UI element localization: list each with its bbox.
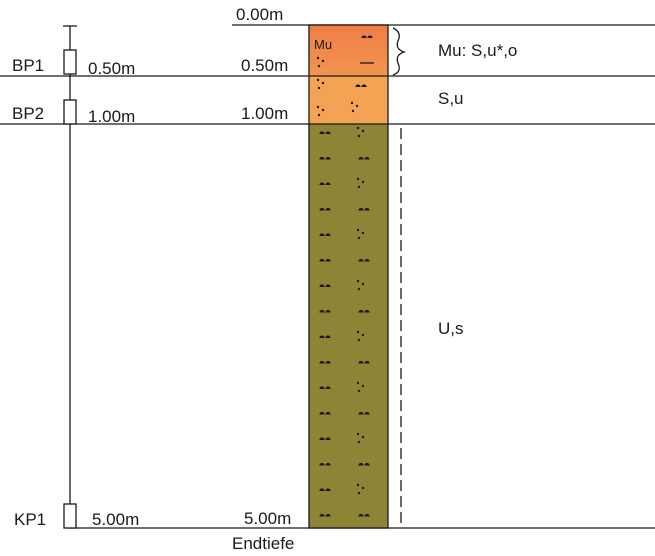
grain-symbol xyxy=(358,207,370,211)
sample-marker-bp2 xyxy=(63,99,77,125)
depth-label-050: 0.50m xyxy=(241,56,288,75)
silt-symbol xyxy=(316,78,325,90)
sampling-rod xyxy=(63,25,77,529)
depth-label-bottom: 5.00m xyxy=(244,509,291,528)
sample-depth-kp1: 5.00m xyxy=(92,510,139,529)
grain-symbol xyxy=(358,309,370,313)
grain-symbol xyxy=(358,462,370,466)
layer-description-s-u: S,u xyxy=(438,89,464,108)
sample-id-bp2: BP2 xyxy=(12,104,44,123)
grain-symbol xyxy=(319,360,331,364)
grain-symbol xyxy=(358,411,370,415)
silt-symbol xyxy=(356,432,365,444)
grain-symbol xyxy=(358,513,370,517)
silt-symbol xyxy=(356,330,365,342)
sample-marker-kp1 xyxy=(63,503,77,529)
layer-description-mu: Mu: S,u*,o xyxy=(438,41,517,60)
depth-label-top: 0.00m xyxy=(236,5,283,24)
layer-u-s xyxy=(309,124,388,528)
soil-pattern-symbols xyxy=(316,35,374,517)
layer-mu xyxy=(309,25,388,76)
grain-symbol xyxy=(319,335,331,338)
grain-symbol xyxy=(319,284,331,287)
grain-symbol xyxy=(319,437,331,440)
grain-symbol xyxy=(319,513,331,517)
sample-marker-bp1 xyxy=(63,49,77,75)
sample-id-bp1: BP1 xyxy=(12,56,44,75)
silt-symbol xyxy=(316,105,325,117)
grain-symbol xyxy=(319,488,331,491)
grain-symbol xyxy=(319,233,331,236)
column-outline xyxy=(308,24,389,529)
silt-symbol xyxy=(350,101,359,113)
silt-symbol xyxy=(356,483,365,495)
sample-id-kp1: KP1 xyxy=(14,510,46,529)
silt-symbol xyxy=(356,381,365,393)
silt-symbol xyxy=(356,279,365,291)
layer-description-u-s: U,s xyxy=(438,319,464,338)
silt-symbol xyxy=(356,177,365,189)
grain-symbol xyxy=(319,207,331,211)
depth-label-100: 1.00m xyxy=(241,104,288,123)
grain-symbol xyxy=(361,35,373,38)
silt-symbol xyxy=(356,228,365,240)
grain-symbol xyxy=(319,258,331,262)
layer-code-mu: Mu xyxy=(314,37,332,52)
grain-symbol xyxy=(319,462,331,466)
grain-symbol xyxy=(319,411,331,415)
end-depth-label: Endtiefe xyxy=(232,534,294,553)
grain-symbol xyxy=(358,360,370,364)
layer-s-u xyxy=(309,76,388,124)
grain-symbol xyxy=(358,156,370,160)
grain-symbol xyxy=(358,258,370,262)
sample-depth-bp1: 0.50m xyxy=(88,59,135,78)
grain-symbol xyxy=(319,309,331,313)
grain-symbol xyxy=(319,182,331,185)
grain-symbol xyxy=(319,156,331,160)
grain-symbol xyxy=(319,131,331,134)
brace-icon xyxy=(392,27,407,76)
sample-depth-bp2: 1.00m xyxy=(88,107,135,126)
silt-symbol xyxy=(356,126,365,138)
soil-column xyxy=(308,24,389,529)
grain-symbol xyxy=(355,84,367,87)
silt-symbol xyxy=(316,56,325,68)
grain-symbol xyxy=(319,386,331,389)
